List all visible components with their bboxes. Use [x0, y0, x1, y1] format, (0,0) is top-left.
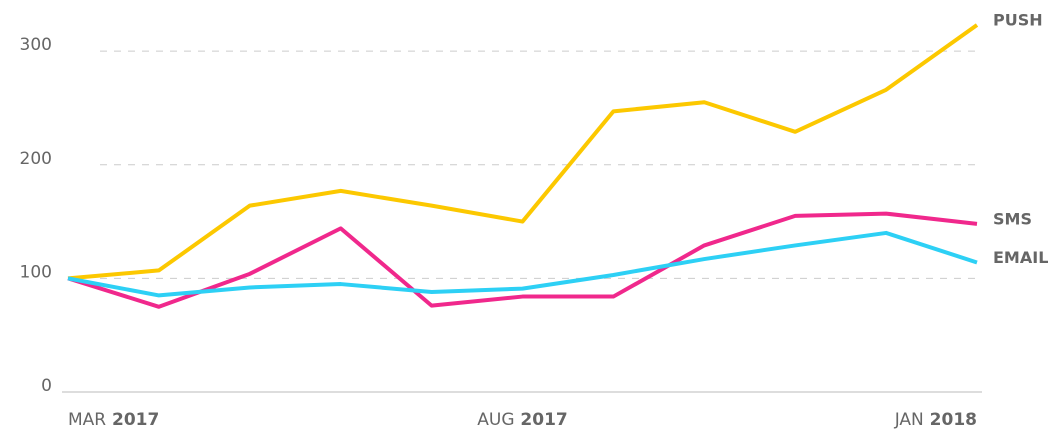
line: [67, 23, 979, 281]
line: [67, 230, 978, 298]
series-label: SMS: [993, 209, 1032, 228]
x-tick-label: MAR 2017: [68, 410, 159, 430]
x-tick-label: AUG 2017: [477, 410, 567, 430]
x-tick-label: JAN 2018: [894, 410, 977, 430]
y-tick-label: 200: [20, 149, 52, 169]
y-tick-label: 100: [20, 262, 52, 282]
series-label: EMAIL: [993, 248, 1048, 267]
y-tick-label: 0: [41, 376, 52, 396]
y-tick-label: 300: [20, 35, 52, 55]
line: [67, 211, 978, 309]
series-label: PUSH: [993, 10, 1043, 29]
